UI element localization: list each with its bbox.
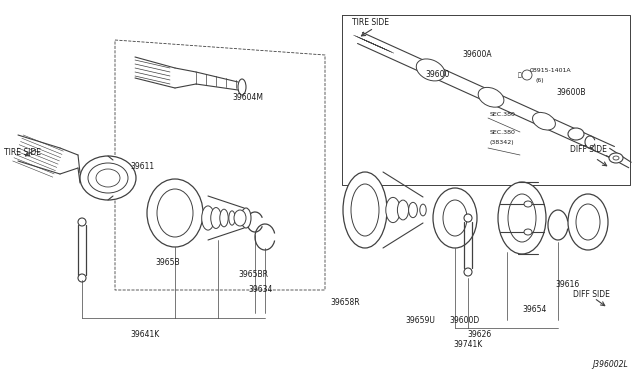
Text: 39626: 39626 — [468, 330, 492, 339]
Ellipse shape — [202, 206, 214, 230]
Text: (38342): (38342) — [490, 140, 515, 145]
Text: 3965BR: 3965BR — [238, 270, 268, 279]
Text: SEC.380: SEC.380 — [490, 112, 516, 117]
Ellipse shape — [238, 79, 246, 95]
Ellipse shape — [343, 172, 387, 248]
Ellipse shape — [237, 212, 243, 224]
Text: DIFF SIDE: DIFF SIDE — [573, 290, 610, 299]
Ellipse shape — [241, 208, 251, 228]
Ellipse shape — [498, 182, 546, 254]
Text: (6): (6) — [536, 78, 545, 83]
Ellipse shape — [613, 156, 619, 160]
Text: 39611: 39611 — [130, 162, 154, 171]
Ellipse shape — [386, 198, 400, 222]
Text: 39600A: 39600A — [462, 50, 492, 59]
Text: Ⓢ: Ⓢ — [518, 72, 522, 78]
Text: 39604M: 39604M — [232, 93, 263, 102]
Text: 39634: 39634 — [248, 285, 273, 294]
Text: 08915-1401A: 08915-1401A — [530, 68, 572, 73]
Ellipse shape — [464, 214, 472, 222]
Ellipse shape — [229, 211, 235, 225]
Text: TIRE SIDE: TIRE SIDE — [352, 18, 389, 27]
Ellipse shape — [609, 153, 623, 163]
Ellipse shape — [78, 218, 86, 226]
Text: TIRE SIDE: TIRE SIDE — [4, 148, 41, 157]
Ellipse shape — [157, 189, 193, 237]
Ellipse shape — [80, 156, 136, 200]
Ellipse shape — [524, 201, 532, 207]
Text: 39654: 39654 — [523, 305, 547, 314]
Text: 39616: 39616 — [555, 280, 579, 289]
Text: 39641K: 39641K — [131, 330, 159, 339]
Text: SEC.380: SEC.380 — [490, 130, 516, 135]
Ellipse shape — [351, 184, 379, 236]
Text: 39658R: 39658R — [330, 298, 360, 307]
Text: 39741K: 39741K — [453, 340, 483, 349]
Ellipse shape — [568, 128, 584, 140]
Ellipse shape — [408, 202, 417, 218]
Ellipse shape — [78, 274, 86, 282]
Ellipse shape — [220, 209, 228, 227]
Text: J396002L: J396002L — [592, 360, 628, 369]
Ellipse shape — [420, 204, 426, 216]
Text: 39600B: 39600B — [556, 88, 586, 97]
Ellipse shape — [568, 194, 608, 250]
Text: DIFF SIDE: DIFF SIDE — [570, 145, 607, 154]
Ellipse shape — [88, 163, 128, 193]
Ellipse shape — [532, 112, 556, 130]
Text: 3965B: 3965B — [155, 258, 180, 267]
Ellipse shape — [147, 179, 203, 247]
Ellipse shape — [397, 200, 408, 220]
Ellipse shape — [416, 59, 445, 81]
Ellipse shape — [576, 204, 600, 240]
Ellipse shape — [96, 169, 120, 187]
Text: 39659U: 39659U — [405, 316, 435, 325]
Ellipse shape — [524, 229, 532, 235]
Ellipse shape — [508, 194, 536, 242]
Ellipse shape — [478, 87, 504, 107]
Text: 39600: 39600 — [425, 70, 449, 79]
Ellipse shape — [234, 210, 246, 226]
Ellipse shape — [464, 268, 472, 276]
Text: 39600D: 39600D — [450, 316, 480, 325]
Ellipse shape — [443, 200, 467, 236]
Ellipse shape — [433, 188, 477, 248]
Ellipse shape — [211, 208, 221, 228]
